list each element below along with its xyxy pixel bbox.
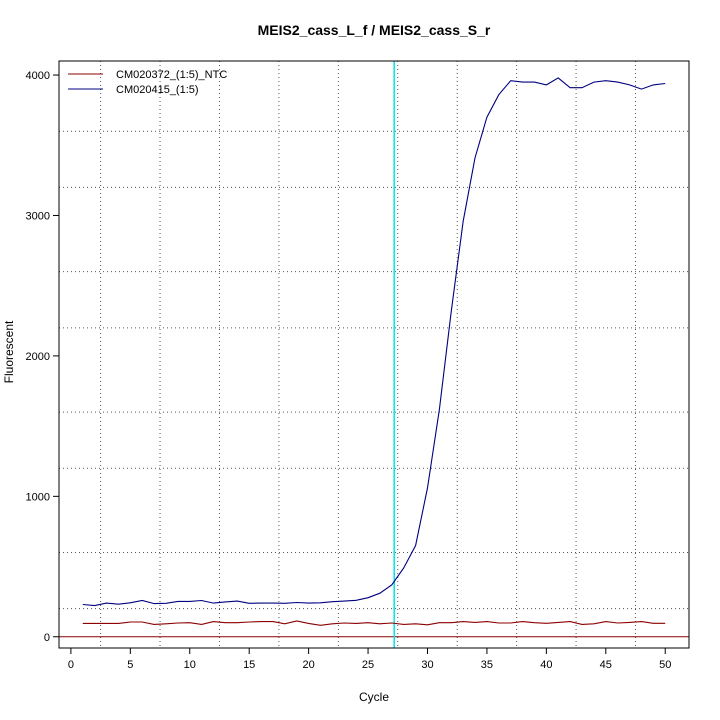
x-tick-label: 15 (243, 659, 255, 671)
x-tick-label: 5 (127, 659, 133, 671)
plot-frame (58, 60, 690, 649)
legend: CM020372_(1:5)_NTC CM020415_(1:5) (68, 69, 227, 96)
y-tick-label: 4000 (26, 70, 50, 82)
x-tick-label: 0 (68, 659, 74, 671)
x-tick-label: 40 (540, 659, 552, 671)
y-tick-label: 0 (44, 632, 50, 644)
y-tick-label: 3000 (26, 210, 50, 222)
x-tick-label: 10 (184, 659, 196, 671)
grid (59, 61, 689, 648)
y-tick-label: 2000 (26, 351, 50, 363)
y-axis-label: Fluorescent (2, 320, 16, 383)
y-axis: 0 1000 2000 3000 4000 (26, 70, 59, 644)
x-tick-label: 45 (600, 659, 612, 671)
x-tick-label: 30 (421, 659, 433, 671)
legend-label-1: CM020415_(1:5) (116, 84, 199, 96)
x-axis-label: Cycle (359, 690, 389, 704)
x-tick-label: 50 (659, 659, 671, 671)
chart-title: MEIS2_cass_L_f / MEIS2_cass_S_r (258, 22, 491, 38)
plot-marks (59, 61, 689, 648)
x-tick-label: 35 (481, 659, 493, 671)
series-line-0 (82, 620, 666, 626)
x-tick-label: 20 (302, 659, 314, 671)
y-tick-label: 1000 (26, 491, 50, 503)
x-axis: 0 5 10 15 20 25 30 35 40 45 50 (68, 648, 671, 671)
x-tick-label: 25 (362, 659, 374, 671)
legend-label-0: CM020372_(1:5)_NTC (116, 69, 227, 81)
series-line-1 (82, 77, 666, 607)
